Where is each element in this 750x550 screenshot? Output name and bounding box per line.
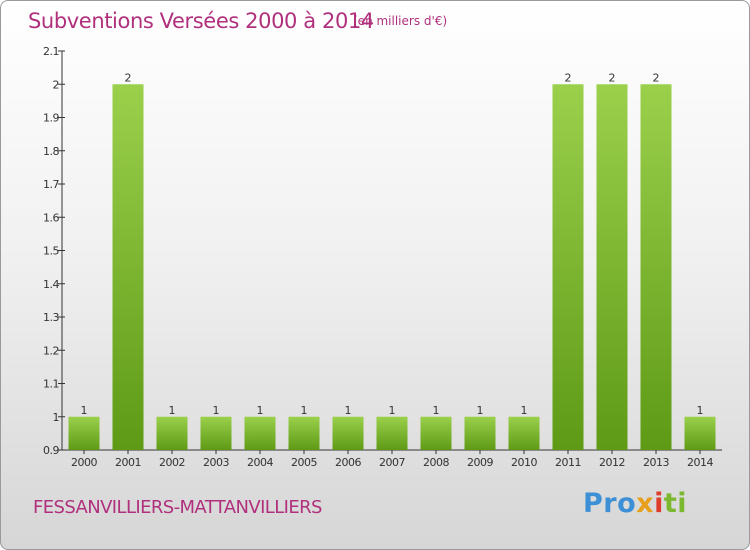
bar <box>68 416 100 450</box>
data-label: 2 <box>609 71 616 84</box>
bar <box>288 416 320 450</box>
y-tick-label: 1 <box>53 411 60 424</box>
bar <box>376 416 408 450</box>
x-tick-label: 2003 <box>203 456 229 469</box>
bar <box>112 84 144 450</box>
logo-part: x <box>636 488 655 519</box>
data-label: 1 <box>389 404 396 417</box>
x-tick-label: 2006 <box>335 456 361 469</box>
data-label: 1 <box>477 404 484 417</box>
y-tick-label: 2 <box>53 78 60 91</box>
chart-title: Subventions Versées 2000 à 2014 <box>28 9 374 33</box>
unit-label: (en milliers d'€) <box>353 14 448 28</box>
data-label: 2 <box>125 71 132 84</box>
data-label: 1 <box>257 404 264 417</box>
y-tick-label: 1.1 <box>43 378 59 391</box>
x-tick-label: 2013 <box>643 456 669 469</box>
bar <box>596 84 628 450</box>
data-label: 1 <box>345 404 352 417</box>
x-tick-label: 2008 <box>423 456 449 469</box>
x-tick-label: 2002 <box>159 456 185 469</box>
y-tick-label: 1.9 <box>43 112 59 125</box>
bar <box>420 416 452 450</box>
x-tick-label: 2012 <box>599 456 625 469</box>
x-tick-label: 2000 <box>71 456 97 469</box>
y-tick-label: 1.5 <box>43 245 59 258</box>
bar <box>684 416 716 450</box>
logo-part: i <box>654 488 664 519</box>
labels: 2000 1 2001 2 2002 1 2003 1 2004 1 2005 1 2006 1 2007 1… <box>71 71 714 469</box>
x-tick-label: 2011 <box>555 456 581 469</box>
x-tick-label: 2004 <box>247 456 273 469</box>
y-tick-label: 1.7 <box>43 178 59 191</box>
bar <box>244 416 276 450</box>
bar <box>200 416 232 450</box>
logo-part: Pro <box>583 488 637 519</box>
y-tick-label: 1.6 <box>43 211 59 224</box>
data-label: 1 <box>521 404 528 417</box>
x-tick-label: 2005 <box>291 456 317 469</box>
bars <box>68 84 716 450</box>
data-label: 2 <box>565 71 572 84</box>
bar <box>464 416 496 450</box>
y-tick-label: 1.4 <box>43 278 59 291</box>
y-tick-label: 0.9 <box>43 444 59 457</box>
y-tick-label: 2.1 <box>43 45 59 58</box>
y-tick-label: 1.3 <box>43 311 59 324</box>
data-label: 1 <box>169 404 176 417</box>
bar <box>508 416 540 450</box>
bar <box>552 84 584 450</box>
bar <box>156 416 188 450</box>
proxiti-logo: Proxiti <box>583 488 687 519</box>
x-tick-label: 2007 <box>379 456 405 469</box>
y-tick-label: 1.8 <box>43 145 59 158</box>
bar <box>332 416 364 450</box>
data-label: 1 <box>433 404 440 417</box>
y-tick-label: 1.2 <box>43 344 59 357</box>
logo-part: ti <box>663 488 688 519</box>
data-label: 1 <box>697 404 704 417</box>
x-tick-label: 2010 <box>511 456 537 469</box>
x-tick-label: 2009 <box>467 456 493 469</box>
data-label: 1 <box>213 404 220 417</box>
place-name: FESSANVILLIERS-MATTANVILLIERS <box>33 497 322 518</box>
data-label: 2 <box>653 71 660 84</box>
data-label: 1 <box>81 404 88 417</box>
bar <box>640 84 672 450</box>
data-label: 1 <box>301 404 308 417</box>
x-tick-label: 2001 <box>115 456 141 469</box>
x-tick-label: 2014 <box>687 456 713 469</box>
